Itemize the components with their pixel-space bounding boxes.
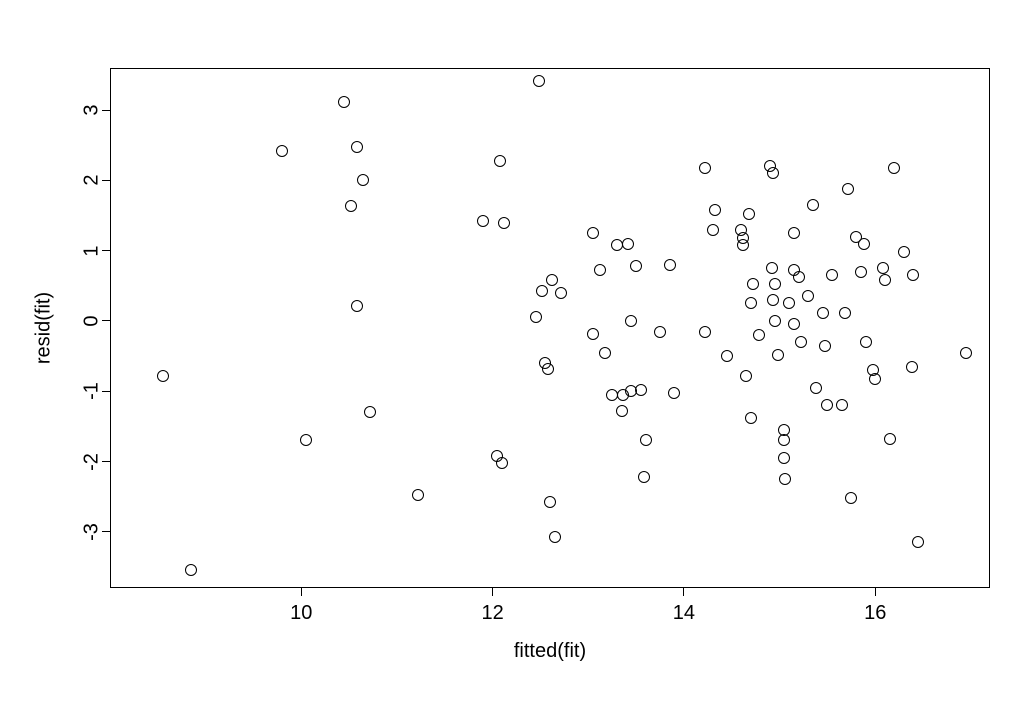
data-point xyxy=(807,199,819,211)
data-point xyxy=(640,434,652,446)
data-point xyxy=(817,307,829,319)
data-point xyxy=(699,162,711,174)
data-point xyxy=(599,347,611,359)
data-point xyxy=(635,384,647,396)
data-point xyxy=(498,217,510,229)
data-point xyxy=(860,336,872,348)
x-tick-label: 16 xyxy=(864,602,886,625)
data-point xyxy=(338,96,350,108)
x-tick-label: 14 xyxy=(673,602,695,625)
data-point xyxy=(879,274,891,286)
data-point xyxy=(276,145,288,157)
data-point xyxy=(707,224,719,236)
data-point xyxy=(793,271,805,283)
data-point xyxy=(740,370,752,382)
data-point xyxy=(709,204,721,216)
data-point xyxy=(839,307,851,319)
data-point xyxy=(772,349,784,361)
data-point xyxy=(858,238,870,250)
data-point xyxy=(351,300,363,312)
x-tick xyxy=(492,588,493,596)
x-tick-label: 12 xyxy=(481,602,503,625)
y-tick-label: 1 xyxy=(81,245,104,256)
data-point xyxy=(795,336,807,348)
data-point xyxy=(351,141,363,153)
data-point xyxy=(668,387,680,399)
data-point xyxy=(721,350,733,362)
data-point xyxy=(753,329,765,341)
data-point xyxy=(869,373,881,385)
y-tick-label: 2 xyxy=(81,175,104,186)
data-point xyxy=(611,239,623,251)
data-point xyxy=(960,347,972,359)
data-point xyxy=(836,399,848,411)
data-point xyxy=(884,433,896,445)
data-point xyxy=(616,405,628,417)
y-axis-label: resid(fit) xyxy=(33,292,56,364)
y-tick-label: -2 xyxy=(81,453,104,471)
data-point xyxy=(906,361,918,373)
data-point xyxy=(810,382,822,394)
data-point xyxy=(496,457,508,469)
data-point xyxy=(769,315,781,327)
data-point xyxy=(788,227,800,239)
x-tick xyxy=(683,588,684,596)
x-tick-label: 10 xyxy=(290,602,312,625)
y-tick-label: -3 xyxy=(81,523,104,541)
data-point xyxy=(542,363,554,375)
y-tick-label: 0 xyxy=(81,315,104,326)
data-point xyxy=(745,412,757,424)
x-axis-label: fitted(fit) xyxy=(514,640,586,663)
y-tick-label: 3 xyxy=(81,105,104,116)
data-point xyxy=(699,326,711,338)
x-tick xyxy=(875,588,876,596)
plot-area xyxy=(110,68,990,588)
data-point xyxy=(654,326,666,338)
data-point xyxy=(664,259,676,271)
y-tick-label: -1 xyxy=(81,382,104,400)
data-point xyxy=(638,471,650,483)
x-tick xyxy=(301,588,302,596)
data-point xyxy=(819,340,831,352)
data-point xyxy=(587,328,599,340)
residuals-scatter-plot: 10121416 -3-2-10123 fitted(fit) resid(fi… xyxy=(0,0,1024,722)
data-point xyxy=(855,266,867,278)
data-point xyxy=(898,246,910,258)
data-point xyxy=(533,75,545,87)
data-point xyxy=(157,370,169,382)
data-point xyxy=(767,294,779,306)
data-point xyxy=(494,155,506,167)
